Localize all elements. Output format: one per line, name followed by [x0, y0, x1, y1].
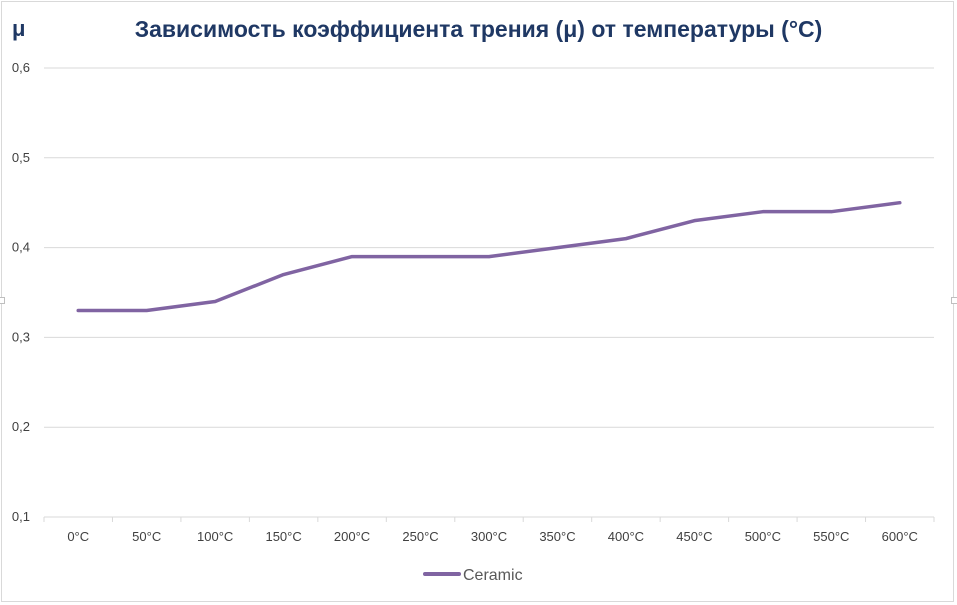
- x-tick-label: 550°C: [813, 529, 849, 544]
- x-tick-labels: 0°C 50°C 100°C 150°C 200°C 250°C 300°C 350°C 400…: [67, 529, 918, 544]
- data-point: [145, 308, 149, 312]
- y-tick-label: 0,3: [12, 329, 30, 344]
- y-tick-labels: 0,1 0,2 0,3 0,4 0,5 0,6: [12, 60, 30, 524]
- x-tick-label: 150°C: [265, 529, 301, 544]
- x-tick-label: 200°C: [334, 529, 370, 544]
- y-tick-label: 0,6: [12, 60, 30, 75]
- legend: Ceramic: [423, 567, 523, 584]
- data-point: [761, 210, 765, 214]
- data-point: [829, 210, 833, 214]
- resize-handle-left[interactable]: [0, 297, 5, 304]
- data-point: [624, 237, 628, 241]
- x-tick-label: 100°C: [197, 529, 233, 544]
- y-tick-label: 0,2: [12, 419, 30, 434]
- resize-handle-right[interactable]: [951, 297, 957, 304]
- x-tick-label: 400°C: [608, 529, 644, 544]
- grid-lines: [44, 67, 934, 428]
- x-tick-label: 250°C: [402, 529, 438, 544]
- data-point: [487, 255, 491, 259]
- data-point: [692, 219, 696, 223]
- x-tick-label: 300°C: [471, 529, 507, 544]
- x-tick-label: 500°C: [745, 529, 781, 544]
- data-point: [555, 246, 559, 250]
- legend-label-ceramic: Ceramic: [463, 567, 523, 584]
- x-tick-label: 0°C: [67, 529, 89, 544]
- data-point: [350, 255, 354, 259]
- y-axis-label: μ: [12, 16, 26, 41]
- data-point: [76, 308, 80, 312]
- data-point: [213, 299, 217, 303]
- data-point: [898, 201, 902, 205]
- data-point: [419, 255, 423, 259]
- y-tick-label: 0,5: [12, 150, 30, 165]
- data-point: [282, 273, 286, 277]
- x-tick-label: 50°C: [132, 529, 161, 544]
- x-tick-label: 350°C: [539, 529, 575, 544]
- series-lines: [76, 200, 902, 313]
- chart-title: Зависимость коэффициента трения (μ) от т…: [134, 16, 823, 42]
- x-tick-label: 450°C: [676, 529, 712, 544]
- y-tick-label: 0,4: [12, 240, 30, 255]
- y-tick-label: 0,1: [12, 509, 30, 524]
- x-axis: [43, 516, 935, 522]
- x-tick-label: 600°C: [882, 529, 918, 544]
